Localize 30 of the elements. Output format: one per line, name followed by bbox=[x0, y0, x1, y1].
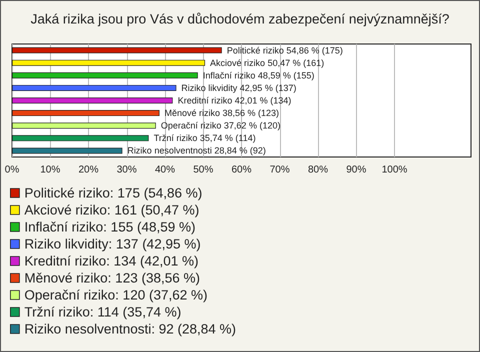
legend-label: Riziko likvidity: 137 (42,95 %) bbox=[24, 236, 201, 252]
data-label: Kreditní riziko 42,01 % (134) bbox=[178, 96, 292, 106]
chart-title: Jaká rizika jsou pro Vás v důchodovém zabezpečení nejvýznamnější? bbox=[30, 12, 450, 26]
x-tick-label: 10% bbox=[40, 164, 60, 176]
legend-label: Politické riziko: 175 (54,86 %) bbox=[24, 186, 202, 200]
x-tick-label: 0% bbox=[4, 164, 20, 176]
data-label: Riziko nesolventnosti 28,84 % (92) bbox=[127, 146, 266, 156]
x-tick-label: 100% bbox=[382, 164, 408, 176]
x-tick-label: 30% bbox=[116, 164, 137, 176]
data-label: Inflační riziko 48,59 % (155) bbox=[202, 70, 314, 80]
legend-label: Akciové riziko: 161 (50,47 %) bbox=[24, 202, 200, 218]
data-label: Tržní riziko 35,74 % (114) bbox=[154, 133, 256, 144]
data-label: Riziko likvidity 42,95 % (137) bbox=[181, 82, 296, 93]
data-label: Politické riziko 54,86 % (175) bbox=[226, 45, 343, 56]
legend-label: Inflační riziko: 155 (48,59 %) bbox=[24, 220, 196, 234]
data-label: Měnové riziko 38,56 % (123) bbox=[164, 108, 280, 118]
x-tick-label: 20% bbox=[78, 164, 99, 176]
x-tick-label: 60% bbox=[231, 164, 252, 176]
legend-label: Tržní riziko: 114 (35,74 %) bbox=[24, 304, 182, 320]
legend-label: Operační riziko: 120 (37,62 %) bbox=[24, 288, 208, 302]
x-tick-label: 90% bbox=[346, 164, 366, 176]
data-label: Akciové riziko 50,47 % (161) bbox=[210, 58, 324, 68]
x-tick-label: 70% bbox=[270, 164, 290, 176]
legend-label: Riziko nesolventnosti: 92 (28,84 %) bbox=[24, 322, 236, 336]
x-tick-label: 50% bbox=[193, 164, 214, 176]
legend-label: Měnové riziko: 123 (38,56 %) bbox=[24, 270, 200, 286]
x-tick-label: 80% bbox=[308, 164, 328, 176]
data-label: Operační riziko 37,62 % (120) bbox=[160, 120, 280, 131]
x-tick-label: 40% bbox=[154, 164, 176, 176]
legend-label: Kreditní riziko: 134 (42,01 %) bbox=[24, 254, 198, 268]
